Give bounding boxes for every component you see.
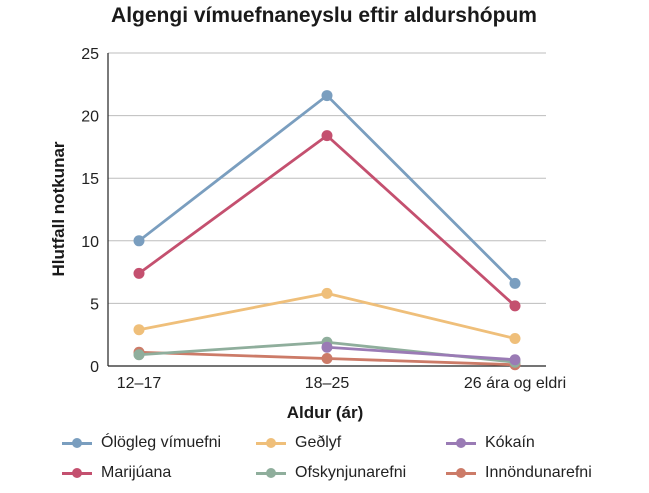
legend-label: Marijúana	[101, 464, 172, 481]
data-point	[321, 341, 333, 353]
legend-swatch	[256, 467, 286, 479]
legend-item-ofskynjunarefni: Ofskynjunarefni	[256, 464, 406, 482]
data-point	[509, 332, 521, 344]
legend-item-marijuana: Marijúana	[62, 464, 171, 482]
y-tick-label: 20	[81, 109, 99, 126]
series-gedlyf	[133, 287, 521, 344]
data-point	[509, 277, 521, 289]
y-tick-label: 25	[81, 46, 99, 63]
y-tick-label: 5	[90, 296, 99, 313]
y-tick-labels: 0 5 10 15 20 25	[81, 46, 99, 376]
series-ologleg-vimuefni	[133, 90, 521, 289]
legend-swatch	[62, 467, 92, 479]
legend-label: Ofskynjunarefni	[295, 464, 407, 481]
series-line	[326, 345, 516, 362]
legend-label: Ólögleg vímuefni	[101, 434, 222, 451]
y-tick-label: 0	[90, 359, 99, 376]
data-point	[133, 267, 145, 279]
x-tick-label: 12–17	[117, 375, 162, 392]
legend-swatch	[256, 437, 286, 449]
data-point	[321, 352, 333, 364]
data-point	[321, 90, 333, 102]
data-point	[321, 287, 333, 299]
legend-swatch	[446, 467, 476, 479]
legend-item-ologleg-vimuefni: Ólögleg vímuefni	[62, 434, 221, 452]
legend-swatch	[446, 437, 476, 449]
data-point	[133, 349, 145, 361]
legend-item-innondunarefni: Innöndunarefni	[446, 464, 592, 482]
series-line	[138, 291, 516, 340]
legend-item-gedlyf: Geðlyf	[256, 434, 341, 452]
chart-title: Algengi vímuefnaneyslu eftir aldurshópum	[111, 4, 537, 27]
series-kokain	[321, 341, 521, 366]
legend-label: Innöndunarefni	[485, 464, 592, 481]
x-tick-labels: 12–17 18–25 26 ára og eldri	[117, 375, 566, 392]
data-point	[133, 235, 145, 247]
axes	[107, 53, 546, 367]
legend-swatch	[62, 437, 92, 449]
data-point	[509, 354, 521, 366]
x-tick-label: 18–25	[305, 375, 350, 392]
x-tick-label: 26 ára og eldri	[464, 375, 566, 392]
legend-item-kokain: Kókaín	[446, 434, 535, 452]
data-point	[321, 130, 333, 142]
series-marijuana	[133, 130, 521, 312]
y-tick-label: 10	[81, 234, 99, 251]
data-point	[509, 300, 521, 312]
y-tick-label: 15	[81, 171, 99, 188]
series-line	[138, 134, 516, 307]
x-axis-label: Aldur (ár)	[287, 403, 364, 422]
y-axis-label: Hlutfall notkunar	[49, 141, 68, 276]
data-point	[133, 324, 145, 336]
legend-label: Geðlyf	[295, 434, 342, 451]
series-lines	[133, 90, 521, 371]
legend-label: Kókaín	[485, 434, 535, 451]
series-innondunarefni	[133, 346, 521, 371]
